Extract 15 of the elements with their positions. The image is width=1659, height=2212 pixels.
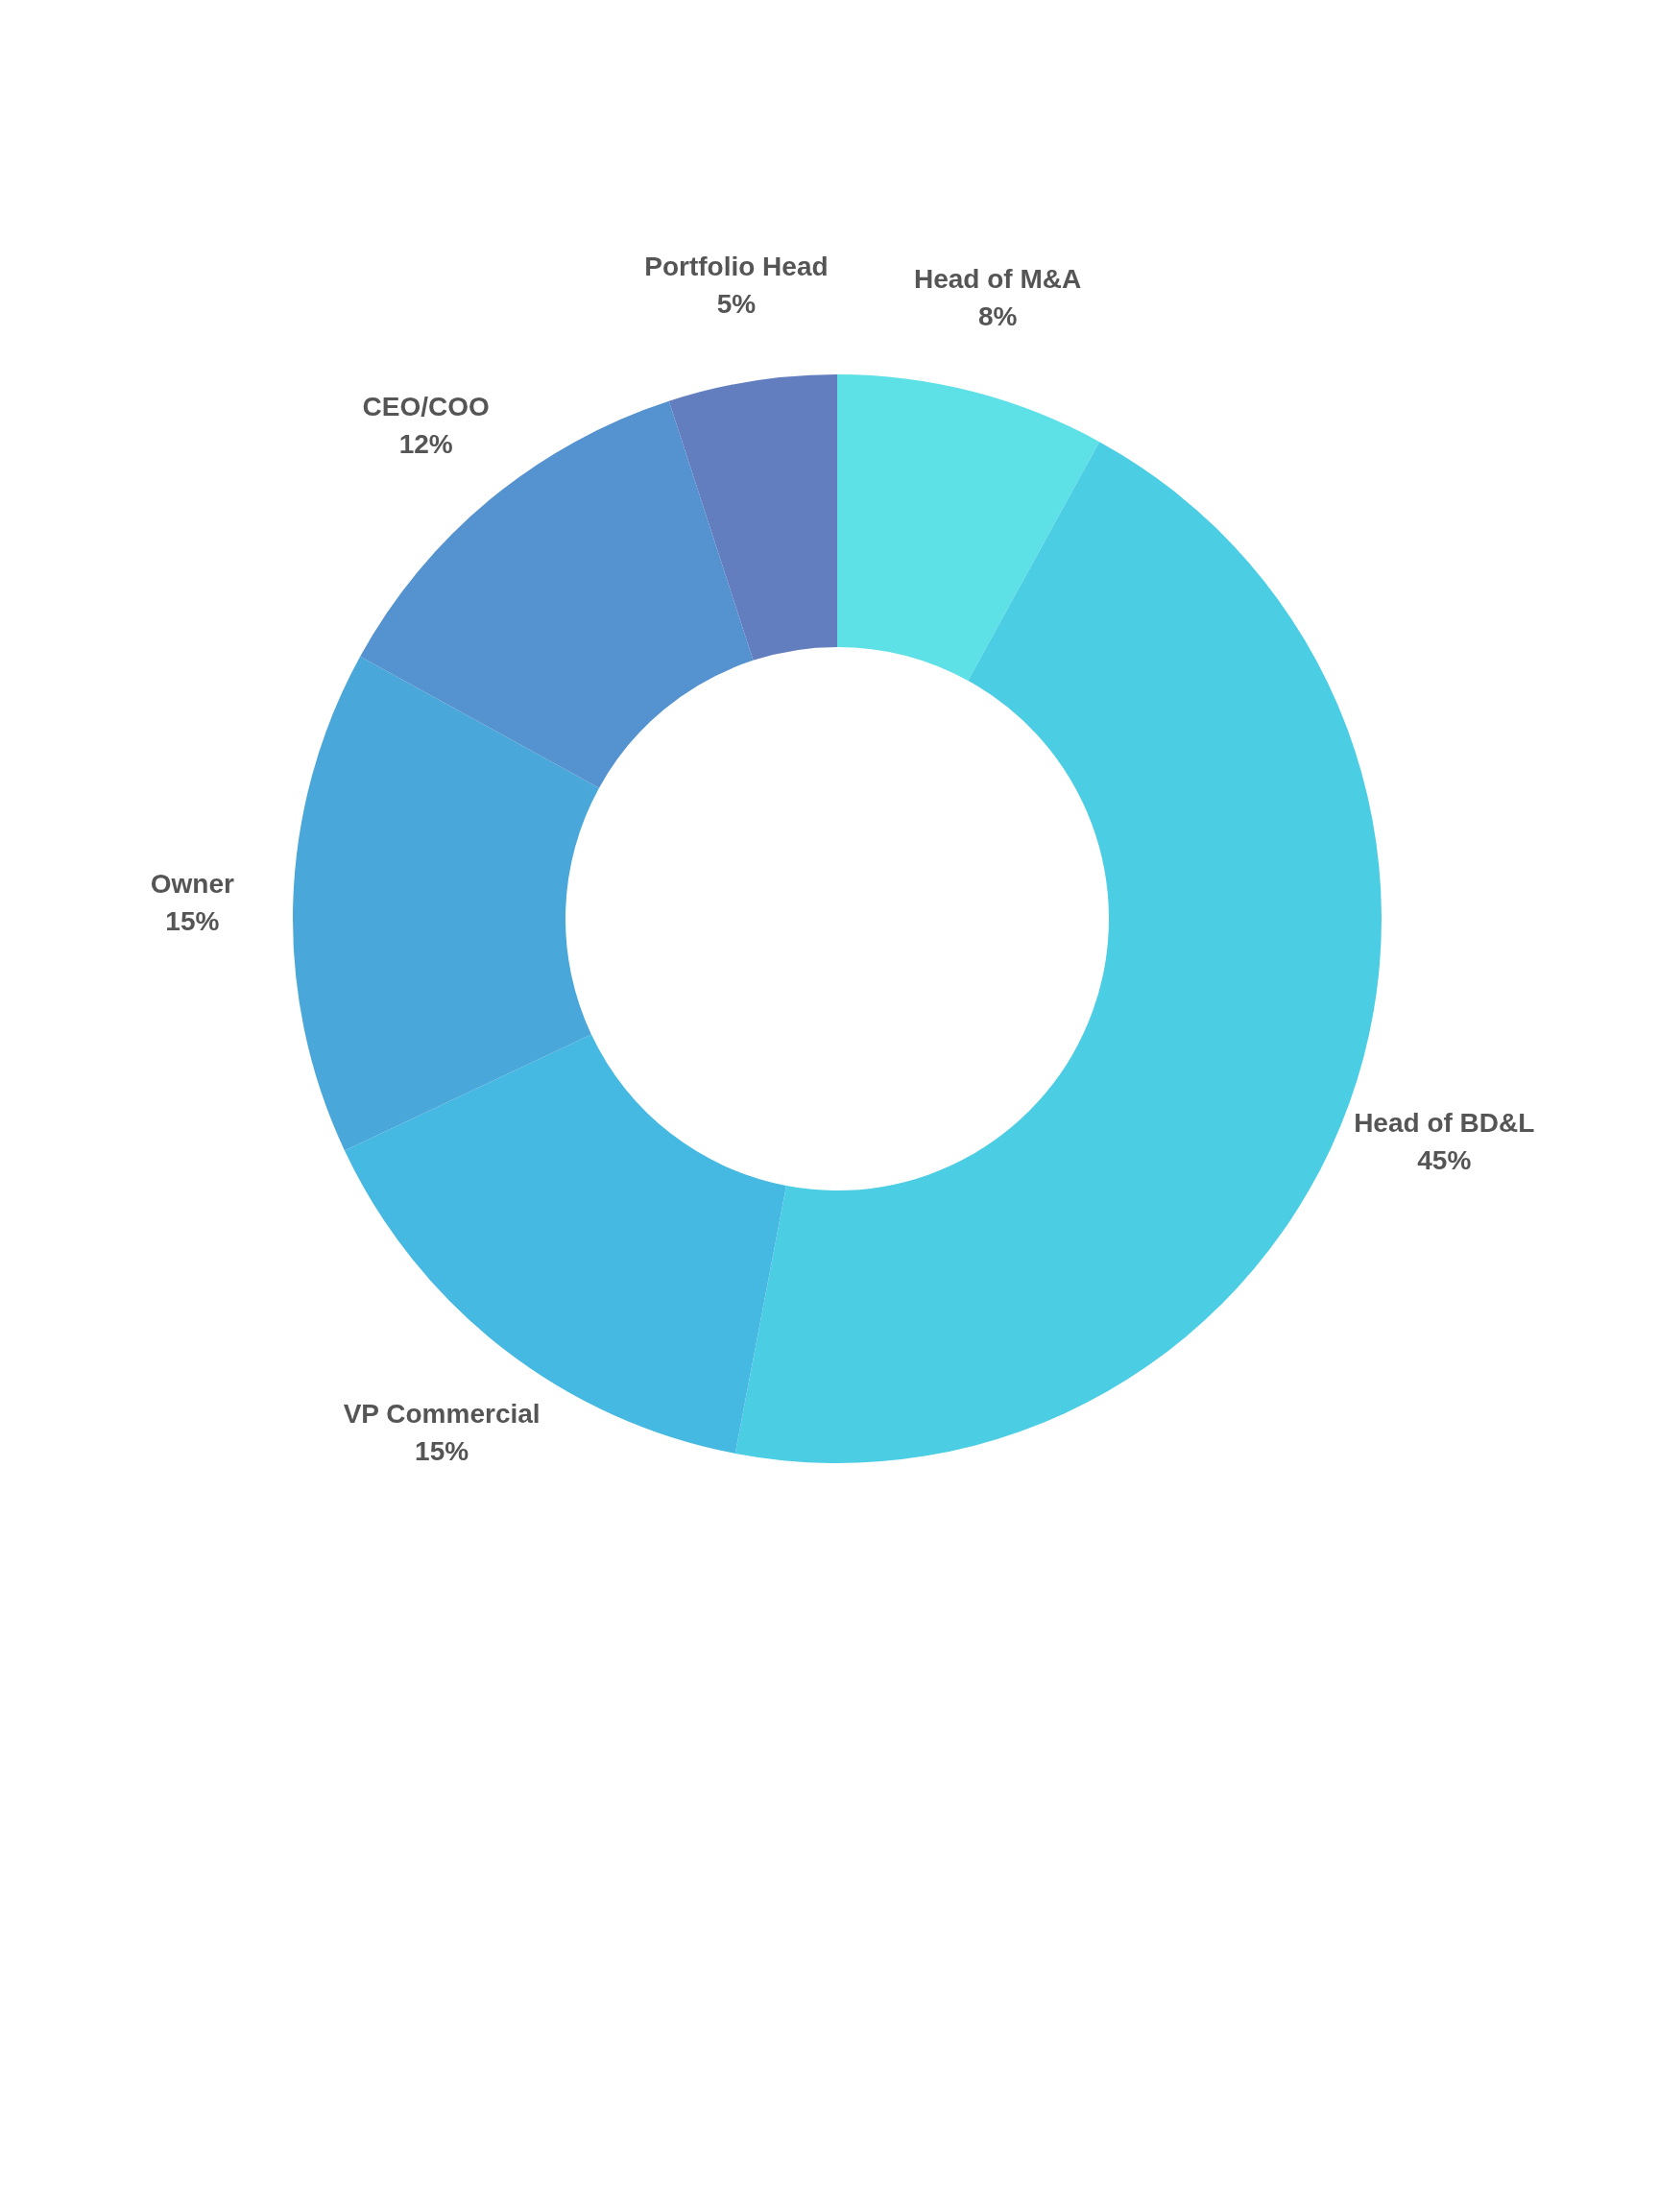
donut-slice bbox=[668, 374, 837, 661]
data-label: 8% bbox=[977, 301, 1018, 332]
slice-label: Owner bbox=[150, 868, 234, 899]
donut-slice bbox=[837, 374, 1100, 682]
slice-label: Head of BD&L bbox=[1354, 1107, 1535, 1138]
data-label: 45% bbox=[1417, 1144, 1472, 1175]
data-label: 15% bbox=[415, 1435, 469, 1466]
data-label: 12% bbox=[398, 429, 453, 460]
donut-slice bbox=[293, 656, 600, 1151]
data-label: 5% bbox=[716, 289, 757, 320]
slice-label: Head of M&A bbox=[914, 264, 1082, 295]
slice-label: VP Commercial bbox=[343, 1398, 541, 1429]
data-label: 15% bbox=[165, 905, 220, 936]
slice-label: Portfolio Head bbox=[644, 252, 829, 282]
slice-label: CEO/COO bbox=[362, 392, 490, 422]
